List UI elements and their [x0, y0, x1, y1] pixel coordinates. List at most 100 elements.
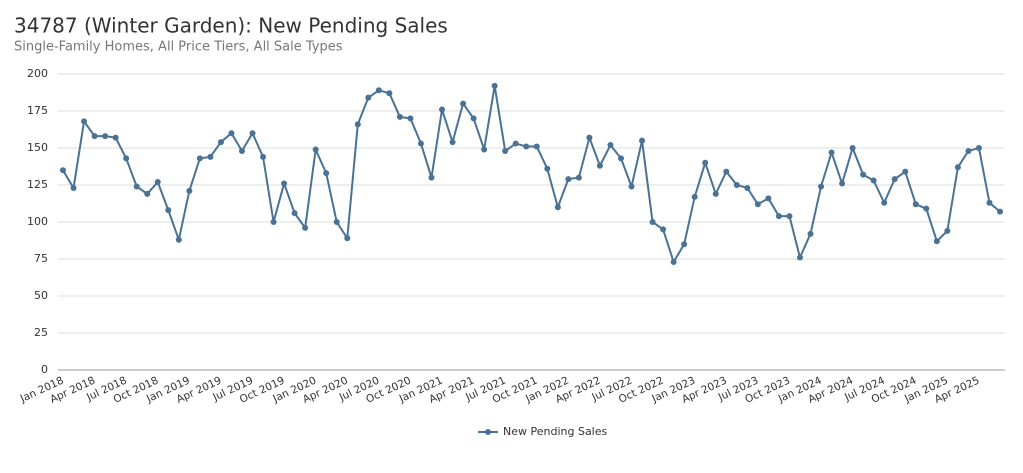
- data-point: [302, 224, 309, 231]
- data-point: [102, 133, 109, 140]
- data-point: [112, 134, 119, 141]
- data-point: [133, 183, 140, 190]
- data-point: [217, 139, 224, 146]
- data-point: [733, 182, 740, 188]
- data-point: [186, 187, 193, 194]
- data-point: [417, 140, 424, 147]
- data-point: [91, 133, 98, 140]
- data-point: [354, 121, 361, 128]
- data-point: [997, 208, 1003, 215]
- data-point: [681, 241, 688, 248]
- data-point: [944, 227, 951, 234]
- data-point: [481, 146, 488, 153]
- data-point: [407, 115, 414, 122]
- data-point: [460, 100, 467, 107]
- data-point: [902, 168, 909, 175]
- data-point: [807, 230, 814, 237]
- data-point: [965, 147, 972, 154]
- data-point: [544, 165, 551, 172]
- data-point: [702, 159, 709, 166]
- data-point: [954, 164, 961, 171]
- data-point: [607, 142, 614, 149]
- data-point: [691, 193, 698, 200]
- data-point: [649, 219, 656, 225]
- data-point: [796, 254, 803, 261]
- data-point: [839, 180, 846, 187]
- y-tick-label: 25: [34, 326, 48, 339]
- chart-subtitle: Single-Family Homes, All Price Tiers, Al…: [14, 40, 343, 55]
- data-point: [870, 177, 877, 184]
- data-point: [449, 139, 456, 146]
- data-point: [439, 106, 446, 113]
- data-point: [144, 190, 151, 197]
- data-point: [617, 155, 624, 162]
- data-point: [502, 147, 509, 154]
- data-point: [375, 87, 382, 94]
- data-point: [975, 145, 982, 151]
- data-point: [365, 94, 372, 101]
- series-line: [62, 85, 1001, 265]
- data-point: [291, 210, 298, 217]
- data-point: [323, 170, 330, 177]
- data-point: [344, 235, 351, 242]
- data-point: [386, 90, 393, 97]
- y-tick-label: 100: [27, 215, 48, 228]
- y-tick-label: 150: [27, 141, 48, 154]
- y-tick-label: 0: [41, 363, 48, 376]
- data-point: [670, 258, 677, 265]
- data-point: [281, 180, 288, 187]
- data-point: [523, 143, 530, 150]
- data-point: [744, 184, 751, 191]
- data-point: [512, 140, 519, 147]
- data-point: [270, 219, 277, 225]
- data-point: [154, 179, 161, 186]
- data-point: [891, 176, 898, 183]
- data-point: [396, 113, 403, 120]
- data-point: [912, 201, 919, 208]
- data-point: [986, 199, 993, 206]
- legend-marker: [485, 429, 491, 435]
- data-point: [554, 204, 561, 211]
- data-point: [70, 184, 77, 191]
- data-point: [575, 174, 582, 181]
- data-point: [628, 183, 635, 190]
- data-point: [260, 153, 267, 160]
- data-point: [849, 145, 856, 151]
- data-point: [123, 155, 130, 162]
- data-point: [249, 130, 256, 137]
- data-point: [818, 183, 825, 190]
- data-point: [860, 171, 867, 178]
- data-point: [639, 137, 646, 144]
- y-tick-label: 125: [27, 178, 48, 191]
- data-point: [228, 130, 235, 137]
- data-point: [933, 238, 940, 245]
- data-point: [165, 207, 172, 214]
- y-tick-label: 175: [27, 104, 48, 117]
- data-point: [586, 134, 593, 141]
- data-point: [491, 82, 498, 89]
- data-point: [470, 115, 477, 122]
- data-point: [712, 190, 719, 197]
- chart-title: 34787 (Winter Garden): New Pending Sales: [14, 14, 448, 38]
- data-point: [660, 226, 667, 233]
- y-tick-label: 50: [34, 289, 48, 302]
- data-point: [754, 201, 761, 208]
- data-point: [238, 147, 245, 154]
- data-point: [333, 219, 340, 225]
- data-point: [723, 168, 730, 175]
- data-point: [175, 236, 182, 243]
- y-tick-label: 200: [27, 67, 48, 80]
- data-point: [775, 213, 782, 220]
- data-point: [828, 149, 835, 156]
- data-point: [881, 199, 888, 206]
- data-point: [428, 174, 435, 181]
- data-point: [312, 146, 319, 153]
- data-point: [565, 176, 572, 183]
- data-point: [81, 118, 88, 125]
- data-point: [207, 153, 214, 160]
- data-point: [533, 143, 540, 150]
- data-point: [596, 162, 603, 169]
- data-point: [60, 167, 66, 174]
- data-point: [786, 213, 793, 220]
